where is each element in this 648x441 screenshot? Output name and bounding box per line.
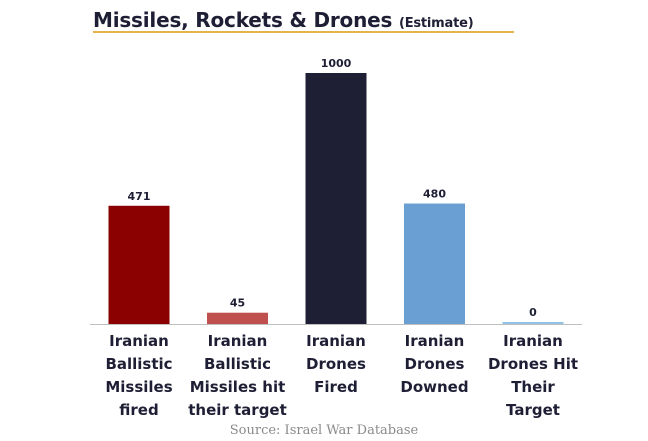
category-label-3: Iranian Drones Downed bbox=[400, 332, 468, 396]
category-label-4: Iranian Drones Hit Their Target bbox=[488, 332, 578, 419]
value-label-0: 471 bbox=[128, 190, 151, 203]
value-label-4: 0 bbox=[529, 306, 537, 319]
bar-1 bbox=[207, 312, 268, 324]
source-note: Source: Israel War Database bbox=[229, 423, 419, 438]
category-label-2: Iranian Drones Fired bbox=[306, 332, 366, 396]
value-label-3: 480 bbox=[423, 188, 446, 201]
bar-4 bbox=[502, 322, 564, 324]
chart-subtitle: (Estimate) bbox=[398, 16, 474, 31]
bar-2 bbox=[305, 73, 367, 324]
bar-3 bbox=[404, 203, 465, 324]
category-label-0: Iranian Ballistic Missiles fired bbox=[105, 332, 172, 419]
bar-chart: 471 Iranian Ballistic Missiles fired 45 Irania… bbox=[90, 57, 582, 419]
chart-title: Missiles, Rockets & Drones (Estimate) bbox=[93, 8, 474, 32]
bar-0 bbox=[108, 205, 170, 324]
value-label-1: 45 bbox=[230, 297, 245, 310]
title-underline bbox=[93, 31, 514, 33]
chart-title-text: Missiles, Rockets & Drones bbox=[93, 8, 393, 32]
value-label-2: 1000 bbox=[321, 57, 352, 70]
category-label-1: Iranian Ballistic Missiles hit their target bbox=[188, 332, 287, 419]
